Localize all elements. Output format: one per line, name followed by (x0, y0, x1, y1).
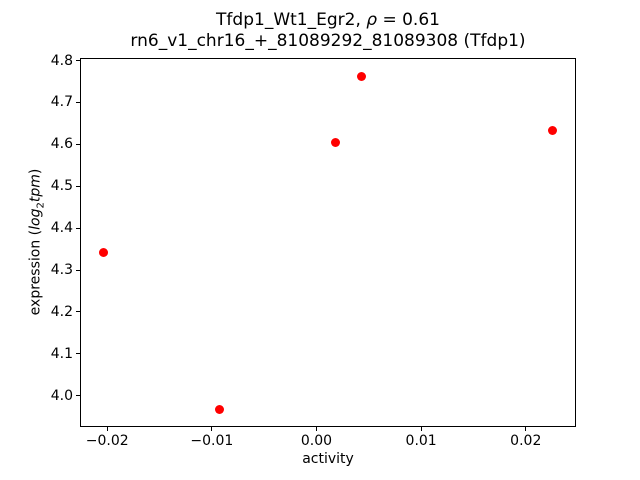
plot-area (80, 57, 576, 428)
ylabel-suffix: ) (27, 168, 44, 175)
y-tick (76, 269, 80, 271)
x-tick-label: −0.01 (190, 433, 234, 449)
data-point (356, 71, 366, 81)
x-tick (420, 427, 422, 432)
x-tick-label: 0.00 (300, 433, 333, 449)
x-tick (525, 427, 527, 432)
y-tick-label: 4.8 (50, 52, 73, 69)
ylabel-prefix: expression ( (27, 229, 44, 316)
y-tick-label: 4.5 (50, 178, 73, 195)
x-tick (211, 427, 213, 432)
title-rho-value: = 0.61 (377, 10, 440, 30)
data-point (330, 138, 340, 148)
y-tick (76, 143, 80, 145)
ylabel-tpm: tpm (27, 174, 44, 203)
chart-title: Tfdp1_Wt1_Egr2, ρ = 0.61 rn6_v1_chr16_+_… (80, 10, 576, 52)
y-tick (76, 60, 80, 62)
chart-title-line1: Tfdp1_Wt1_Egr2, ρ = 0.61 (80, 10, 576, 31)
data-point (548, 126, 558, 136)
y-tick-label: 4.4 (50, 220, 73, 237)
chart-title-line2: rn6_v1_chr16_+_81089292_81089308 (Tfdp1) (130, 31, 526, 51)
y-tick (76, 227, 80, 229)
y-tick-label: 4.7 (50, 94, 73, 111)
y-tick (76, 185, 80, 187)
y-axis-label: expression (log2tpm) (28, 169, 47, 316)
ylabel-log: log (27, 208, 44, 230)
y-tick-label: 4.0 (50, 387, 73, 404)
y-tick (76, 395, 80, 397)
data-point (98, 248, 108, 258)
x-tick-label: 0.02 (510, 433, 542, 449)
x-tick (106, 427, 108, 432)
data-point (214, 405, 224, 415)
y-tick-label: 4.3 (50, 262, 73, 279)
y-tick-label: 4.1 (50, 345, 73, 362)
ylabel-log-subscript: 2 (35, 202, 47, 209)
y-tick (76, 311, 80, 313)
y-tick-label: 4.6 (50, 136, 73, 153)
y-tick-label: 4.2 (50, 303, 73, 320)
x-tick-label: 0.01 (405, 433, 437, 449)
x-tick-label: −0.02 (85, 433, 129, 449)
title-text-prefix: Tfdp1_Wt1_Egr2, (216, 10, 367, 30)
x-tick (315, 427, 317, 432)
x-axis-label: activity (302, 451, 354, 467)
y-tick (76, 353, 80, 355)
rho-symbol: ρ (366, 10, 378, 30)
y-tick (76, 101, 80, 103)
